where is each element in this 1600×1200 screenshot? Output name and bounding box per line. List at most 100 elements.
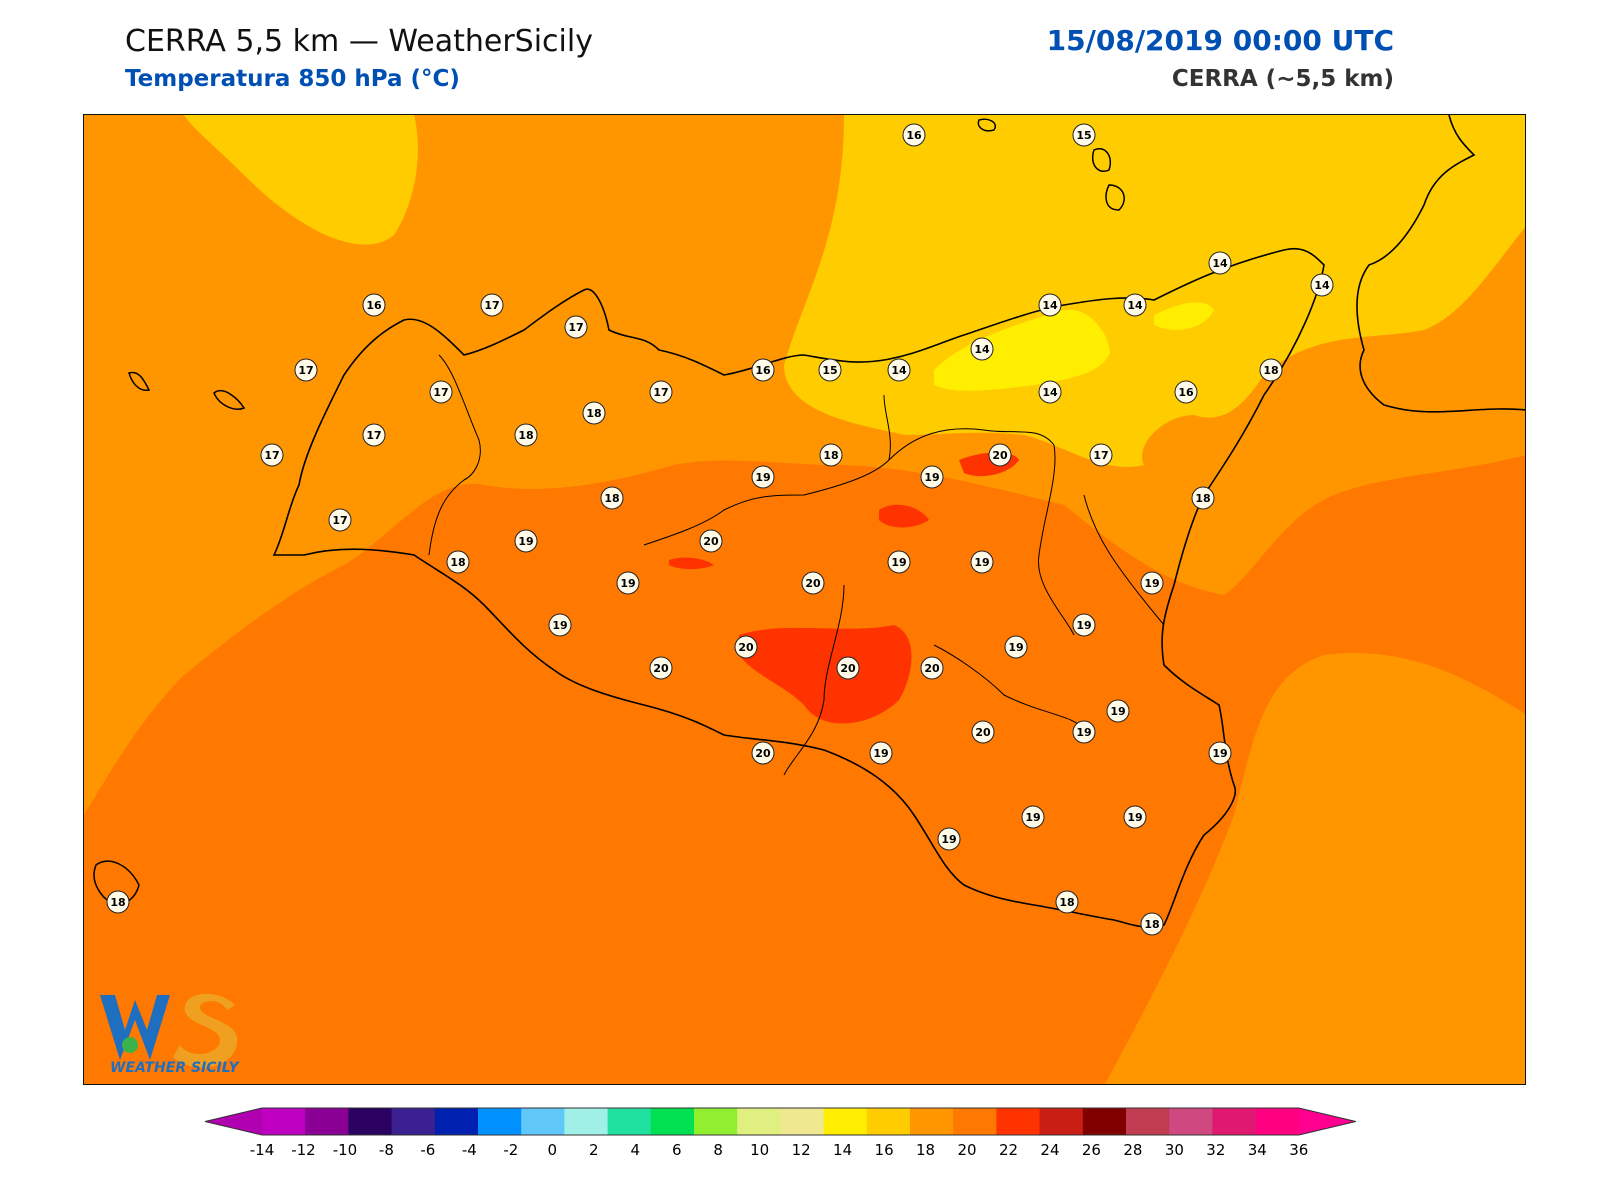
station-marker [1140,571,1164,595]
station-marker [887,358,911,382]
colorbar-segment [866,1108,911,1135]
colorbar-tick-label: 30 [1165,1141,1184,1159]
station-value: 20 [805,577,821,590]
station-marker [260,443,284,467]
colorbar-tick-label: 22 [999,1141,1018,1159]
station-value: 16 [366,299,382,312]
station-marker [801,571,825,595]
colorbar-tick-label: 34 [1248,1141,1267,1159]
colorbar-tick-label: 8 [713,1141,723,1159]
field-20-22-west [669,557,714,570]
colorbar-segment [391,1108,436,1135]
station-label: 20 [971,720,995,744]
station-value: 14 [1127,299,1143,312]
colorbar-tick-label: 24 [1040,1141,1059,1159]
station-value: 17 [568,321,583,334]
station-label: 14 [1310,273,1334,297]
station-label: 19 [937,827,961,851]
station-marker [649,380,673,404]
station-value: 17 [1093,449,1108,462]
station-label: 17 [362,423,386,447]
station-value: 18 [110,896,125,909]
station-value: 17 [366,429,381,442]
station-value: 19 [974,556,989,569]
station-marker [1191,486,1215,510]
station-label: 18 [600,486,624,510]
colorbar-segment [1169,1108,1213,1135]
station-marker [699,529,723,553]
station-marker [1038,380,1062,404]
chart-title: CERRA 5,5 km — WeatherSicily [125,24,593,59]
station-marker [1208,741,1232,765]
station-value: 20 [738,641,754,654]
station-marker [971,720,995,744]
station-value: 14 [1042,386,1058,399]
station-value: 14 [974,343,990,356]
station-marker [1072,123,1096,147]
colorbar-tick-label: 16 [875,1141,894,1159]
station-value: 20 [703,535,719,548]
colorbar-tick-label: -4 [462,1141,477,1159]
station-marker [869,741,893,765]
station-labels: 16 15 14 14 14 14 16 17 17 17 17 17 17 18 17 18 16 15 14 14… [106,123,1334,936]
valid-datetime: 15/08/2019 00:00 UTC [1046,24,1394,57]
colorbar-tick-label: 12 [792,1141,811,1159]
model-label: CERRA (~5,5 km) [1171,66,1394,92]
station-label: 18 [446,550,470,574]
island-vulcano [1105,184,1125,211]
province-borders [428,354,1165,776]
colorbar-tick-label: 4 [630,1141,640,1159]
station-value: 19 [1212,747,1227,760]
colorbar-segment [650,1108,695,1135]
station-marker [988,443,1012,467]
logo-text: WEATHER SICILY [110,1060,239,1076]
station-label: 19 [548,613,572,637]
station-marker [328,508,352,532]
colorbar-segment [607,1108,652,1135]
station-marker [1072,720,1096,744]
station-label: 19 [1140,571,1164,595]
colorbar-segment [910,1108,954,1135]
station-marker [1038,293,1062,317]
station-marker [920,465,944,489]
station-marker [1123,293,1147,317]
station-label: 19 [869,741,893,765]
station-marker [734,635,758,659]
field-18-20-south-west [84,535,444,1084]
colorbar-segment [823,1108,868,1135]
station-value: 16 [755,364,771,377]
station-label: 18 [582,401,606,425]
station-value: 18 [604,492,619,505]
field-12-14-east [1154,302,1214,330]
station-marker [106,890,130,914]
station-value: 14 [1212,257,1228,270]
station-value: 19 [924,471,939,484]
station-marker [1123,805,1147,829]
station-label: 19 [751,465,775,489]
station-value: 16 [906,129,922,142]
station-label: 19 [1004,635,1028,659]
field-12-14 [934,309,1110,391]
colorbar-segment [564,1108,609,1135]
station-marker [836,656,860,680]
station-value: 19 [941,833,956,846]
station-label: 17 [294,358,318,382]
station-value: 18 [1059,896,1074,909]
station-marker [1072,613,1096,637]
colorbar-segment [1039,1108,1084,1135]
station-value: 18 [1144,918,1159,931]
colorbar-tick-label: -8 [379,1141,394,1159]
station-marker [362,293,386,317]
colorbar-segment [737,1108,781,1135]
station-label: 14 [1038,293,1062,317]
station-marker [362,423,386,447]
station-value: 19 [1110,705,1125,718]
sicily-coastline [272,247,1325,928]
colorbar-segment [996,1108,1041,1135]
colorbar-tick-label: 14 [833,1141,852,1159]
map-canvas: 16 15 14 14 14 14 16 17 17 17 17 17 17 18 17 18 16 15 14 14… [84,115,1525,1084]
station-label: 19 [887,550,911,574]
station-label: 17 [260,443,284,467]
station-value: 17 [332,514,347,527]
station-label: 17 [429,380,453,404]
